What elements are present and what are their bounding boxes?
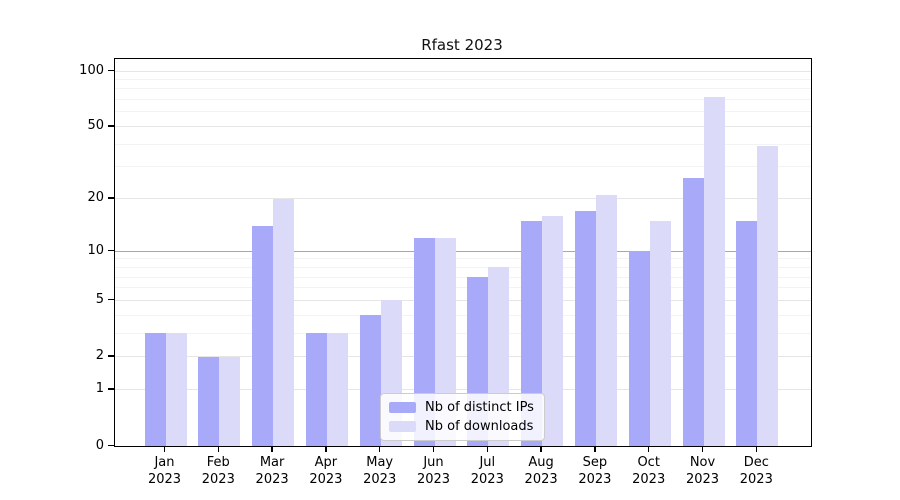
- bar-nb-of-distinct-ips-may: [359, 315, 381, 446]
- legend: Nb of distinct IPs Nb of downloads: [380, 393, 545, 441]
- minor-gridline: [115, 276, 811, 278]
- y-tick: [108, 444, 114, 446]
- x-tick-label: Sep 2023: [578, 455, 612, 487]
- minor-gridline: [115, 266, 811, 268]
- bar-nb-of-distinct-ips-mar: [252, 225, 274, 446]
- minor-gridline: [115, 78, 811, 80]
- minor-gridline: [115, 166, 811, 168]
- x-tick-label: Apr 2023: [309, 455, 343, 487]
- major-gridline: [115, 299, 811, 301]
- minor-gridline: [115, 111, 811, 113]
- bar-nb-of-distinct-ips-feb: [198, 356, 220, 446]
- bar-nb-of-distinct-ips-jan: [144, 333, 166, 446]
- x-tick: [647, 446, 650, 452]
- x-tick: [271, 446, 273, 452]
- x-tick: [163, 446, 166, 452]
- bar-nb-of-downloads-dec: [757, 146, 779, 446]
- bar-nb-of-downloads-nov: [703, 97, 725, 446]
- x-tick: [486, 446, 489, 452]
- x-tick: [594, 446, 596, 452]
- x-tick-label: Feb 2023: [201, 455, 235, 487]
- bar-nb-of-distinct-ips-dec: [736, 220, 758, 446]
- bar-nb-of-downloads-mar: [273, 198, 295, 446]
- y-tick: [108, 197, 114, 199]
- legend-swatch-icon: [389, 402, 416, 413]
- x-tick-label: Mar 2023: [255, 455, 289, 487]
- major-gridline: [115, 250, 811, 252]
- legend-label: Nb of distinct IPs: [425, 400, 534, 415]
- minor-gridline: [115, 99, 811, 101]
- legend-row: Nb of downloads: [389, 419, 534, 434]
- x-tick-label: Jan 2023: [147, 455, 182, 487]
- x-tick-label: Dec 2023: [739, 455, 773, 487]
- legend-swatch-icon: [389, 421, 416, 432]
- legend-label: Nb of downloads: [425, 419, 534, 434]
- x-tick: [432, 446, 435, 452]
- y-tick: [108, 388, 114, 390]
- x-tick-label: Aug 2023: [524, 455, 558, 487]
- x-tick-label: May 2023: [363, 455, 397, 487]
- bar-nb-of-downloads-feb: [219, 356, 241, 446]
- bar-nb-of-distinct-ips-apr: [305, 333, 327, 446]
- x-tick: [701, 446, 704, 452]
- y-tick: [108, 69, 114, 72]
- x-tick: [755, 446, 758, 452]
- y-tick: [108, 298, 114, 301]
- major-gridline: [115, 389, 811, 391]
- y-tick-label: 0: [95, 437, 104, 453]
- bar-nb-of-distinct-ips-aug: [521, 220, 543, 446]
- y-tick-label: 100: [79, 62, 104, 78]
- minor-gridline: [115, 143, 811, 145]
- legend-row: Nb of distinct IPs: [389, 400, 534, 415]
- y-tick-label: 50: [87, 118, 104, 134]
- bar-nb-of-distinct-ips-sep: [574, 211, 596, 446]
- bar-nb-of-downloads-oct: [649, 220, 671, 446]
- major-gridline: [115, 70, 811, 72]
- x-tick-label: Oct 2023: [632, 455, 666, 487]
- x-tick: [217, 446, 220, 452]
- y-tick-label: 5: [95, 291, 104, 307]
- plot-area: [114, 58, 812, 447]
- bar-nb-of-downloads-aug: [542, 215, 564, 446]
- bar-nb-of-distinct-ips-oct: [628, 251, 650, 446]
- y-tick: [108, 249, 114, 252]
- major-gridline: [115, 198, 811, 200]
- y-tick-label: 1: [95, 381, 104, 397]
- y-tick: [108, 355, 114, 357]
- minor-gridline: [115, 88, 811, 90]
- x-tick: [325, 446, 327, 452]
- bar-nb-of-distinct-ips-nov: [682, 178, 704, 446]
- y-tick-label: 20: [87, 190, 104, 206]
- x-tick-label: Nov 2023: [685, 455, 720, 487]
- bar-nb-of-downloads-apr: [326, 333, 348, 446]
- bar-nb-of-downloads-sep: [595, 194, 617, 446]
- x-tick-label: Jun 2023: [416, 455, 451, 487]
- y-tick-label: 2: [95, 348, 104, 364]
- minor-gridline: [115, 287, 811, 289]
- bar-nb-of-downloads-jan: [165, 333, 187, 446]
- y-tick-label: 10: [87, 242, 104, 258]
- major-gridline: [115, 356, 811, 358]
- minor-gridline: [115, 332, 811, 334]
- chart-title: Rfast 2023: [421, 36, 503, 54]
- x-tick-label: Jul 2023: [470, 455, 504, 487]
- major-gridline: [115, 126, 811, 128]
- x-tick: [378, 446, 381, 452]
- minor-gridline: [115, 314, 811, 316]
- minor-gridline: [115, 258, 811, 260]
- y-tick: [108, 125, 114, 127]
- x-tick: [540, 446, 542, 452]
